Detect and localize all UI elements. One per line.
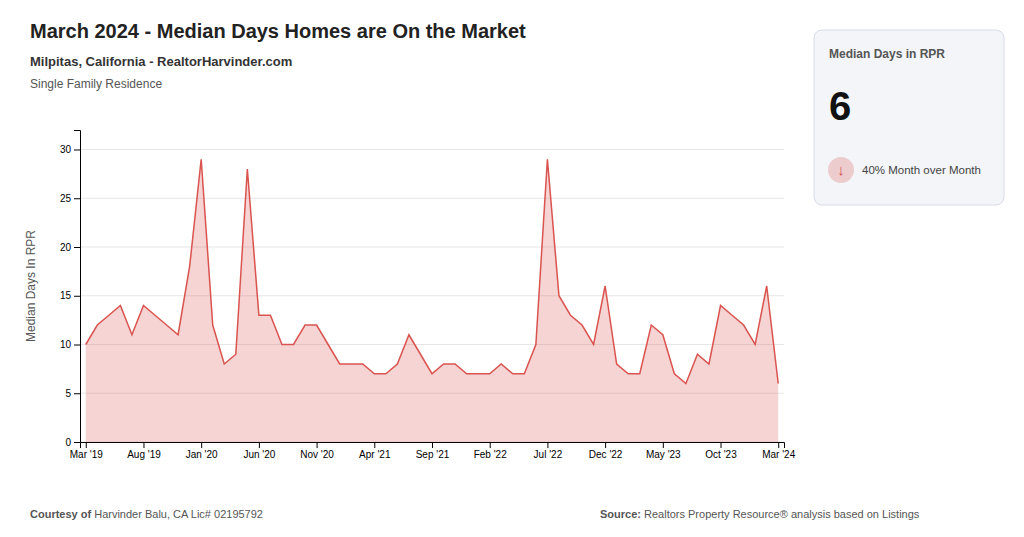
x-tick: Sep '21	[416, 442, 450, 460]
box-change: 40% Month over Month	[862, 164, 981, 176]
x-tick-mark	[605, 442, 606, 448]
y-tick-mark	[74, 198, 80, 199]
chart: March 2024 - Median Days Homes are On th…	[0, 0, 1024, 537]
grid	[80, 150, 784, 443]
x-tick-label: Mar '19	[70, 449, 103, 460]
box-value: 6	[829, 84, 851, 128]
y-tick: 15	[60, 290, 80, 301]
subtitle: Milpitas, California - RealtorHarvinder.…	[30, 54, 292, 69]
x-tick-label: Feb '22	[474, 449, 507, 460]
x-tick: Jan '20	[186, 442, 218, 460]
y-axis-line	[74, 131, 81, 443]
grid-line	[80, 149, 784, 150]
y-tick-mark	[74, 247, 80, 248]
x-tick-mark	[721, 442, 722, 448]
x-tick-mark	[778, 442, 779, 448]
x-tick-mark	[432, 442, 433, 448]
x-tick-label: Dec '22	[589, 449, 623, 460]
box-icon: ↓	[837, 161, 845, 178]
info-box: Median Days in RPR 6 ↓ 40% Month over Month	[814, 30, 1004, 205]
y-tick-label: 15	[60, 290, 72, 301]
plot: Mar '19 Aug '19 Jan '20 Jun '20 Nov '20 Apr '…	[24, 131, 796, 461]
y-axis-title: Median Days In RPR	[24, 230, 38, 342]
x-tick-label: Apr '21	[359, 449, 391, 460]
footer-courtesy-bold: Courtesy of	[30, 508, 94, 520]
x-tick: Dec '22	[589, 442, 623, 460]
marks	[86, 159, 778, 442]
x-tick: May '23	[646, 442, 681, 460]
grid-line	[80, 247, 784, 248]
x-tick-mark	[86, 442, 87, 448]
x-tick: Mar '19	[70, 442, 103, 460]
y-tick: 10	[60, 339, 80, 350]
x-tick-label: Mar '24	[762, 449, 795, 460]
x-tick-label: Jun '20	[243, 449, 275, 460]
y-tick-label: 5	[65, 388, 71, 399]
y-tick: 5	[65, 388, 80, 399]
x-axis-line	[81, 443, 785, 449]
y-tick-label: 0	[65, 437, 71, 448]
y-tick-mark	[74, 442, 80, 443]
x-tick: Mar '24	[762, 442, 795, 460]
y-tick: 30	[60, 144, 80, 155]
y-tick-mark	[74, 296, 80, 297]
y-tick-label: 10	[60, 339, 72, 350]
x-tick: Nov '20	[300, 442, 334, 460]
area	[86, 159, 778, 442]
line	[86, 159, 778, 383]
x-tick-mark	[317, 442, 318, 448]
x-tick-mark	[547, 442, 548, 448]
y-tick-mark	[74, 345, 80, 346]
subtitle2: Single Family Residence	[30, 77, 162, 91]
footer-courtesy: Courtesy of Harvinder Balu, CA Lic# 0219…	[30, 508, 263, 520]
x-tick-mark	[374, 442, 375, 448]
x-axis: Mar '19 Aug '19 Jan '20 Jun '20 Nov '20 Apr '…	[70, 442, 796, 460]
x-tick-mark	[490, 442, 491, 448]
y-tick-mark	[74, 150, 80, 151]
y-tick: 0	[65, 437, 80, 448]
x-tick-label: Jan '20	[186, 449, 218, 460]
x-tick-mark	[663, 442, 664, 448]
x-tick: Feb '22	[474, 442, 507, 460]
footer-source-bold: Source:	[600, 508, 644, 520]
title: March 2024 - Median Days Homes are On th…	[30, 20, 526, 42]
x-tick: Jul '22	[534, 442, 563, 460]
x-tick-mark	[143, 442, 144, 448]
x-tick-label: Oct '23	[705, 449, 737, 460]
footer-courtesy-rest: Harvinder Balu, CA Lic# 02195792	[94, 508, 263, 520]
y-tick-label: 20	[60, 242, 72, 253]
info-box-bg	[814, 30, 1004, 205]
x-tick-mark	[201, 442, 202, 448]
x-tick-label: Aug '19	[127, 449, 161, 460]
y-tick-label: 30	[60, 144, 72, 155]
x-tick: Apr '21	[359, 442, 391, 460]
y-tick: 20	[60, 242, 80, 253]
y-tick-label: 25	[60, 193, 72, 204]
x-tick: Oct '23	[705, 442, 737, 460]
x-tick-label: Nov '20	[300, 449, 334, 460]
y-tick: 25	[60, 193, 80, 204]
footer-source-rest: Realtors Property Resource® analysis bas…	[644, 508, 920, 520]
y-tick-mark	[74, 393, 80, 394]
grid-line	[80, 198, 784, 199]
y-axis: 0 5 10 15 20 25 30	[60, 131, 81, 448]
footer-source: Source: Realtors Property Resource® anal…	[600, 508, 920, 520]
x-tick-label: Sep '21	[416, 449, 450, 460]
x-tick-label: May '23	[646, 449, 681, 460]
x-tick: Jun '20	[243, 442, 275, 460]
box-icon-bg	[828, 157, 854, 183]
x-tick-mark	[259, 442, 260, 448]
x-tick: Aug '19	[127, 442, 161, 460]
box-label: Median Days in RPR	[829, 47, 945, 61]
x-tick-label: Jul '22	[534, 449, 563, 460]
